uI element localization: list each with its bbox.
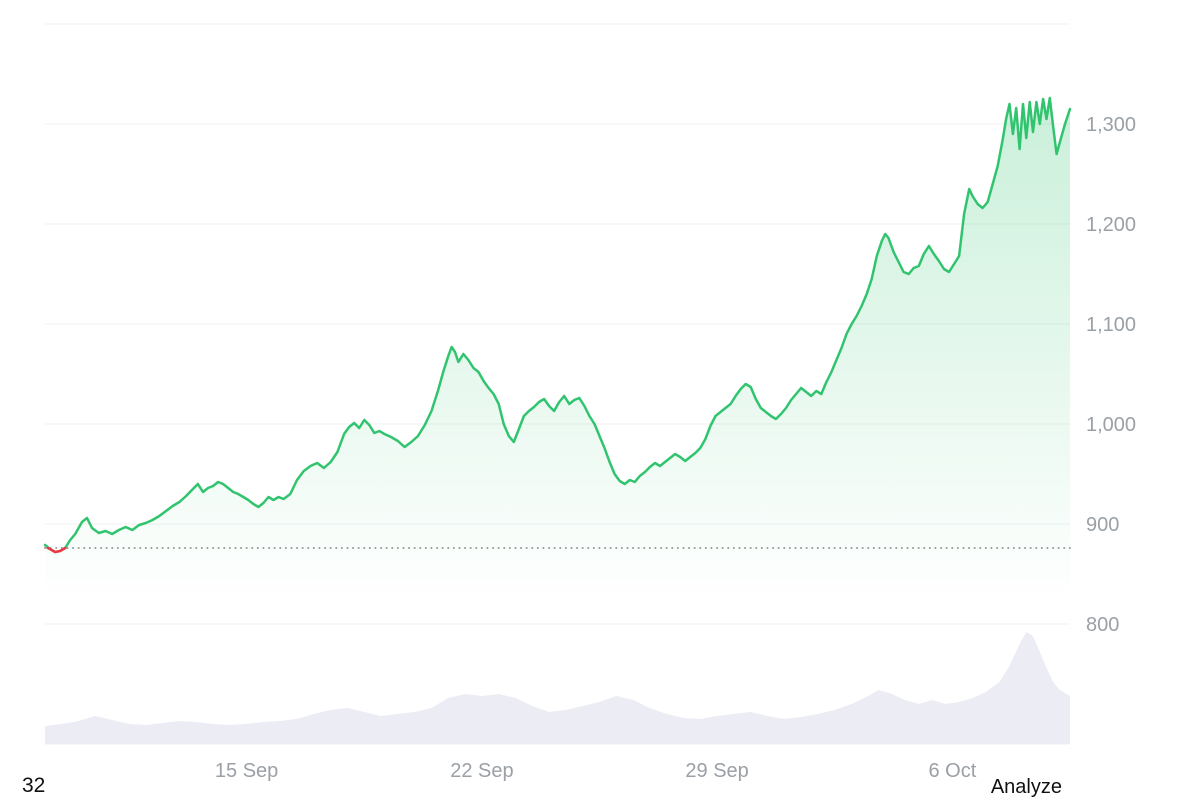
analyze-button[interactable]: Analyze	[990, 776, 1062, 798]
x-axis-label: 15 Sep	[215, 760, 278, 782]
y-axis-label: 800	[1086, 614, 1119, 636]
x-axis-label: 6 Oct	[929, 760, 977, 782]
y-axis-label: 1,200	[1086, 214, 1136, 236]
y-axis-label: 1,300	[1086, 114, 1136, 136]
y-axis-label: 900	[1086, 514, 1119, 536]
x-axis-label: 29 Sep	[685, 760, 748, 782]
price-area	[45, 98, 1070, 744]
price-line	[43, 96, 1072, 554]
x-axis-label: 22 Sep	[450, 760, 513, 782]
page-number-text: 32	[22, 774, 46, 797]
y-axis-label: 1,000	[1086, 414, 1136, 436]
price-below-baseline-line	[46, 546, 67, 554]
y-axis-label: 1,100	[1086, 314, 1136, 336]
